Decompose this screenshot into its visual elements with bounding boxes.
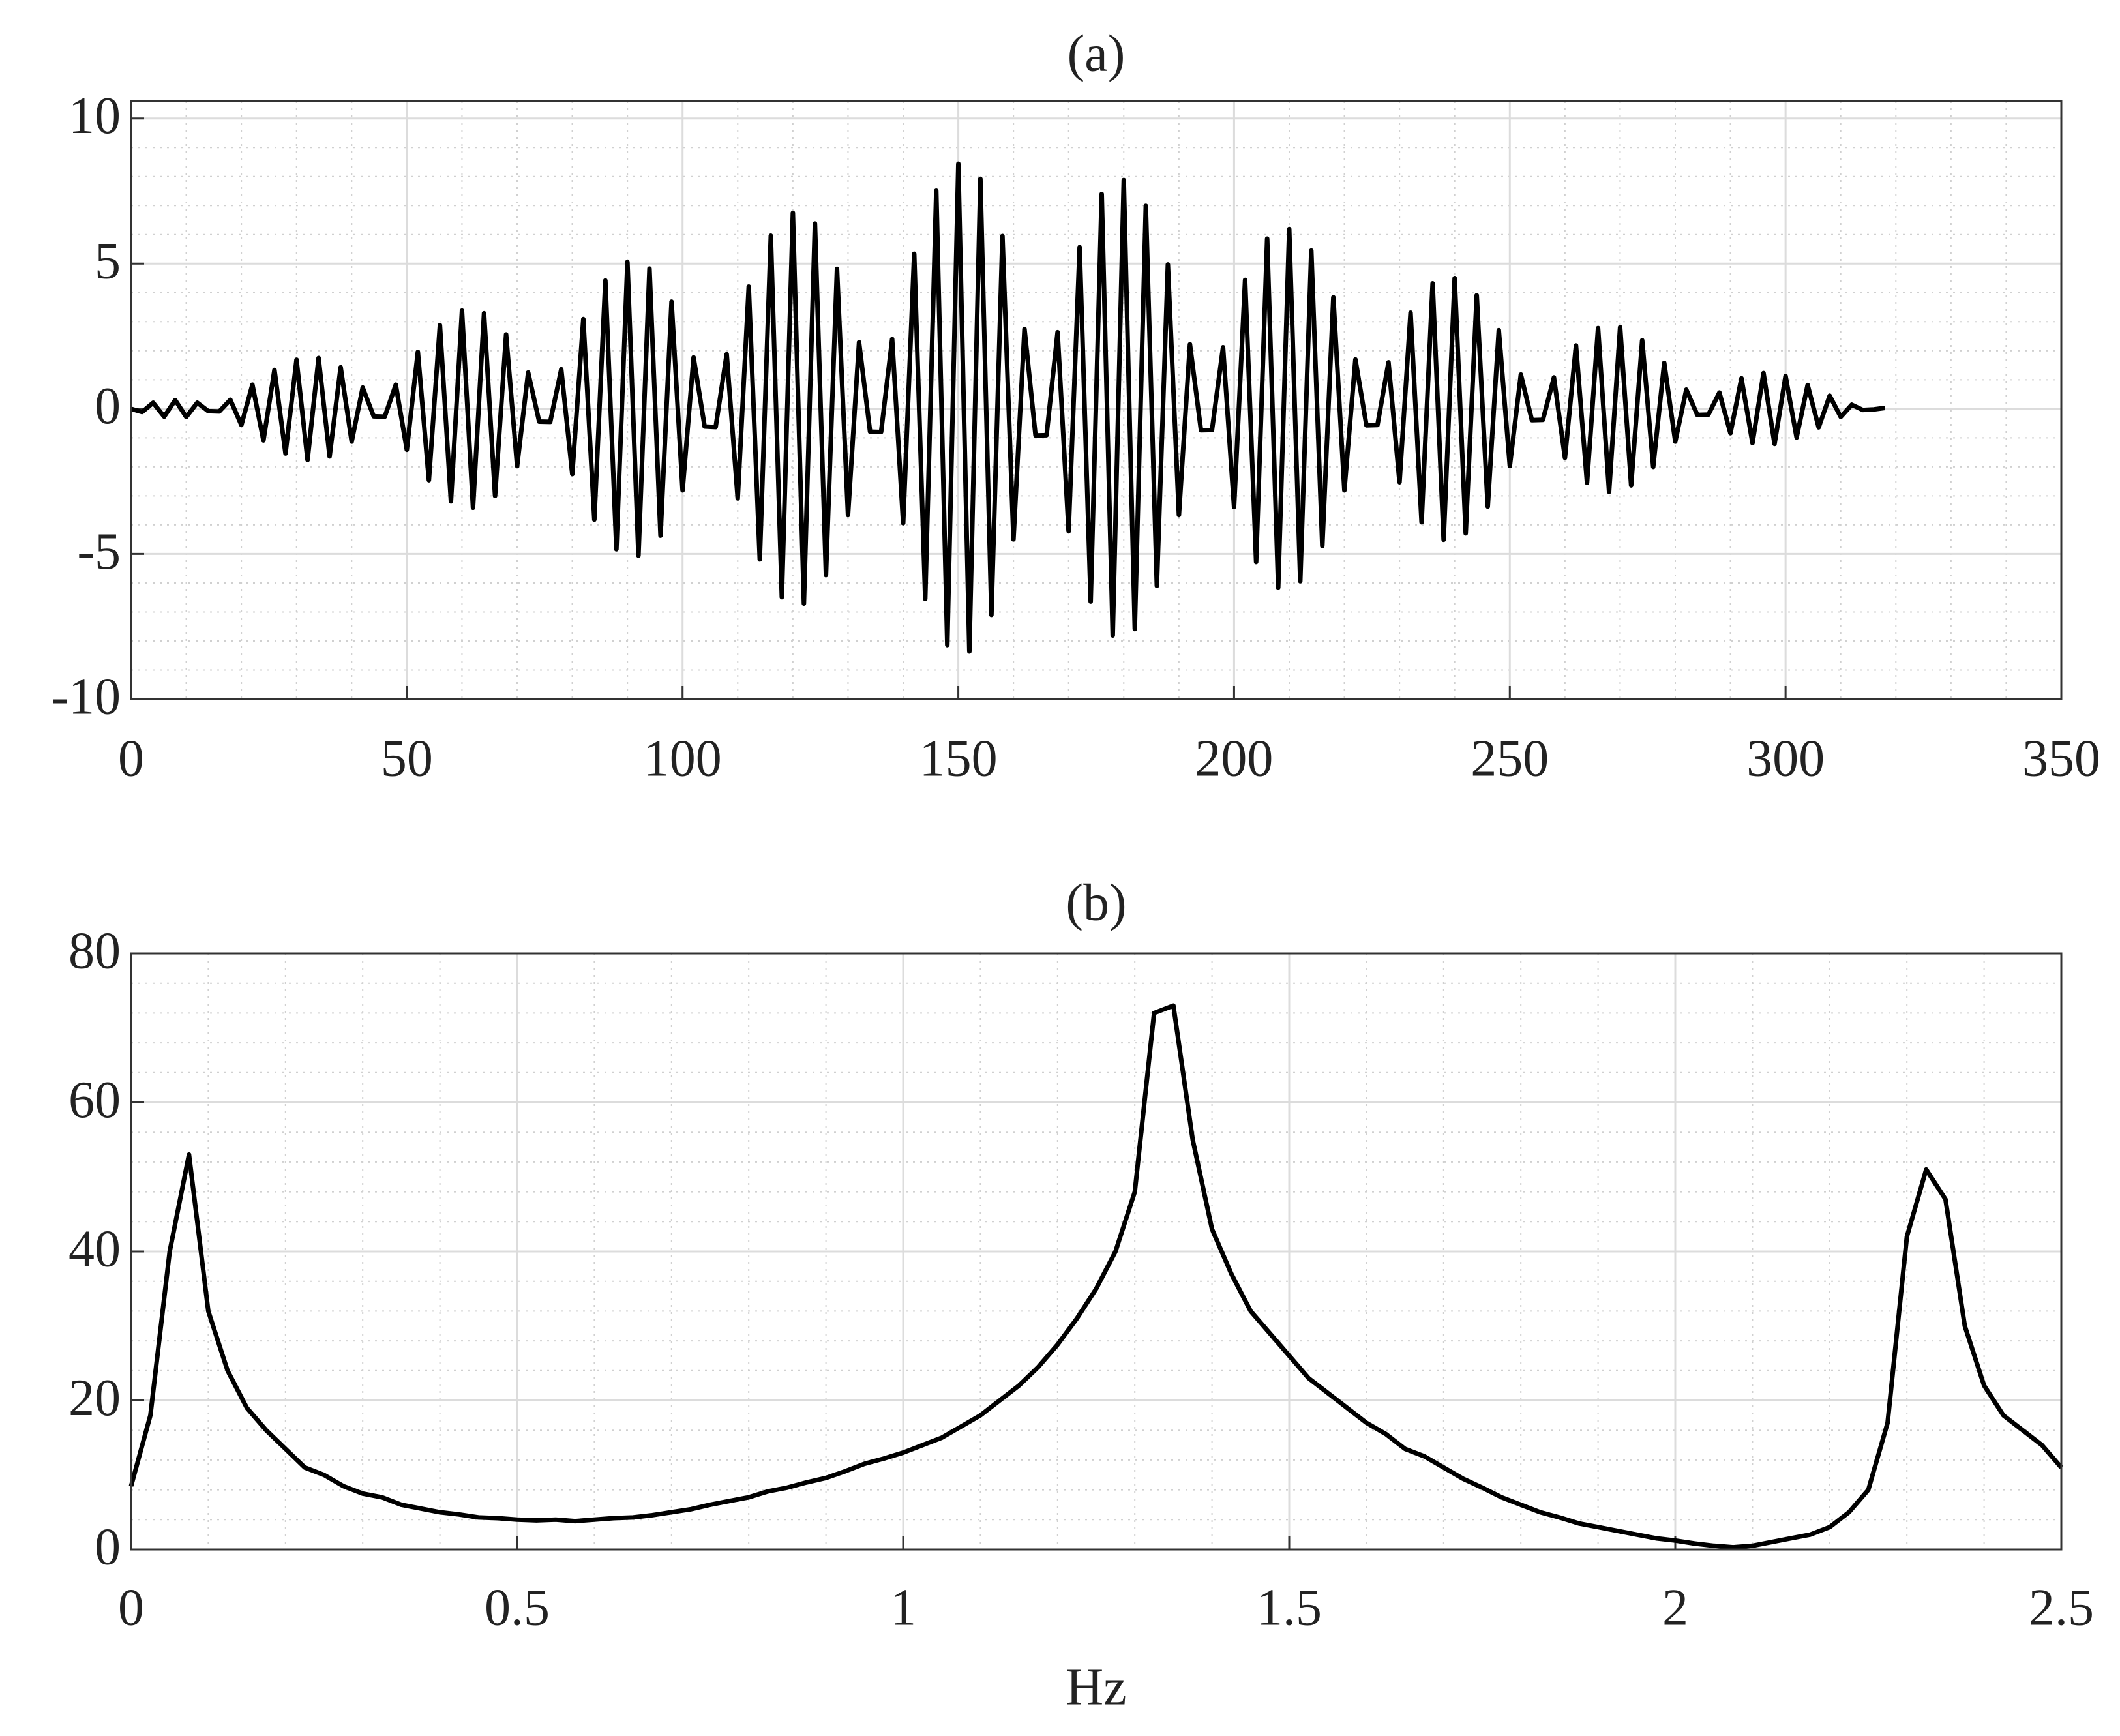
x-tick-label: 2.5	[2029, 1579, 2094, 1636]
y-tick-label: 60	[68, 1071, 121, 1129]
y-tick-label: 5	[95, 233, 121, 290]
x-tick-label: 1	[890, 1579, 916, 1636]
y-tick-label: -5	[77, 523, 121, 580]
axes-frame	[130, 100, 2063, 700]
y-tick-label: 80	[68, 922, 121, 980]
y-tick-label: 40	[68, 1220, 121, 1278]
x-tick-label: 100	[644, 730, 722, 787]
data-line	[130, 161, 1885, 654]
y-tick-label: 0	[95, 378, 121, 435]
x-tick-label: 200	[1195, 730, 1273, 787]
y-tick-label: 10	[68, 87, 121, 145]
x-axis-label: Hz	[1066, 1658, 1126, 1716]
x-tick-label: 300	[1746, 730, 1825, 787]
x-tick-label: 0	[118, 730, 144, 787]
data-line	[128, 1003, 2063, 1550]
x-tick-label: 150	[919, 730, 998, 787]
chart-title: (a)	[1067, 25, 1126, 82]
chart-title: (b)	[1066, 874, 1126, 931]
x-tick-label: 2	[1662, 1579, 1688, 1636]
y-tick-label: -10	[51, 668, 121, 725]
y-tick-label: 0	[95, 1518, 121, 1576]
x-tick-label: 50	[381, 730, 433, 787]
y-tick-label: 20	[68, 1369, 121, 1427]
x-tick-label: 250	[1471, 730, 1549, 787]
x-tick-label: 0	[118, 1579, 144, 1636]
x-tick-label: 1.5	[1257, 1579, 1322, 1636]
x-tick-label: 0.5	[485, 1579, 550, 1636]
axes-frame	[130, 952, 2063, 1551]
x-tick-label: 350	[2022, 730, 2100, 787]
